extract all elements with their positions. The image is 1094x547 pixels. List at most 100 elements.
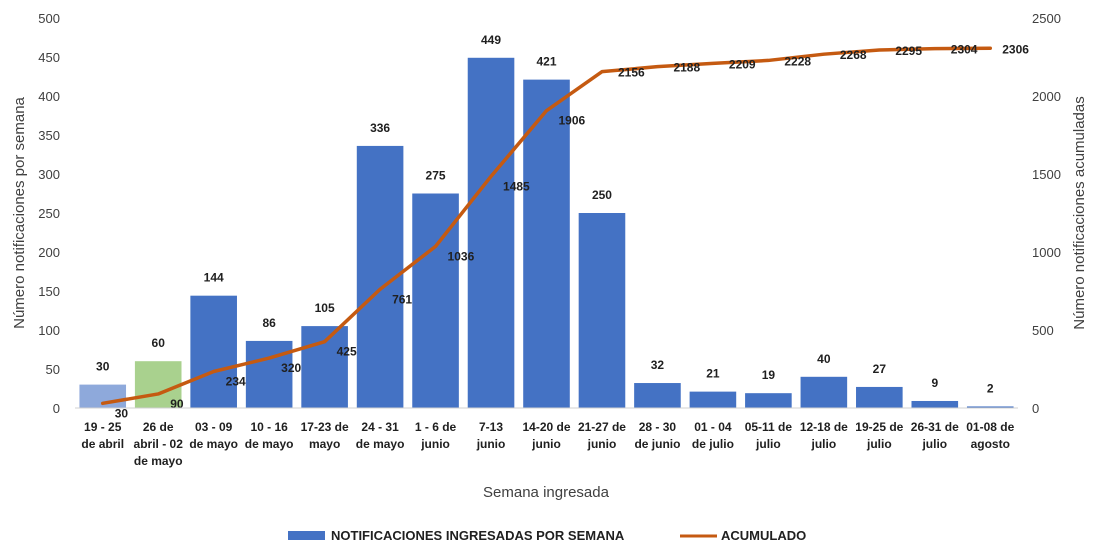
bar-value-label: 32 (651, 358, 665, 372)
line-value-label: 30 (115, 406, 129, 420)
line-value-label: 425 (337, 345, 357, 359)
x-axis-categories: 19 - 25 de abril 26 de abril - 02 de mayo 03 … (81, 420, 1014, 468)
y-right-tick-label: 1500 (1032, 167, 1061, 182)
y-axis-right-ticks: 0 500 1000 1500 2000 2500 (1032, 11, 1061, 416)
bar (911, 400, 959, 408)
bar (689, 391, 737, 408)
y-left-tick-label: 200 (38, 245, 60, 260)
x-category-label: 28 - 30 (639, 420, 677, 434)
line-value-label: 2304 (951, 43, 978, 57)
bar-value-label: 19 (762, 368, 776, 382)
line-value-label: 761 (392, 292, 412, 306)
y-axis-right-title: Número notificaciones acumuladas (1071, 96, 1088, 329)
bar-value-label: 144 (204, 271, 224, 285)
x-category-label: junio (476, 437, 506, 451)
line-series (100, 46, 993, 406)
line-value-label: 234 (226, 374, 246, 388)
bar-value-label: 250 (592, 188, 612, 202)
line-value-label: 90 (170, 397, 184, 411)
y-left-tick-label: 400 (38, 89, 60, 104)
legend: NOTIFICACIONES INGRESADAS POR SEMANA ACU… (288, 528, 806, 543)
cumulative-line (100, 46, 993, 406)
x-category-label: julio (921, 437, 947, 451)
x-category-label: 1 - 6 de (415, 420, 457, 434)
x-category-label: 7-13 (479, 420, 503, 434)
y-right-tick-label: 0 (1032, 401, 1039, 416)
x-category-label: de abril (81, 437, 124, 451)
bar (856, 386, 903, 408)
legend-bar-label: NOTIFICACIONES INGRESADAS POR SEMANA (331, 528, 625, 543)
bar-value-label: 27 (873, 362, 887, 376)
x-category-label: 19-25 de (855, 420, 903, 434)
x-category-label: 17-23 de (301, 420, 349, 434)
bar (134, 361, 182, 408)
y-left-tick-label: 250 (38, 206, 60, 221)
legend-bar-swatch (288, 531, 325, 540)
y-right-tick-label: 2500 (1032, 11, 1061, 26)
x-category-label: julio (866, 437, 892, 451)
bar-data-labels: 30 60 144 86 105 336 275 449 421 250 32 21 19 40 27 9 2 (96, 33, 994, 396)
bar (966, 406, 1014, 408)
x-category-label: 19 - 25 (84, 420, 122, 434)
line-value-label: 2156 (618, 66, 645, 80)
y-left-tick-label: 350 (38, 128, 60, 143)
bar (634, 383, 681, 408)
legend-line-label: ACUMULADO (721, 528, 806, 543)
x-category-label: 01 - 04 (694, 420, 732, 434)
x-category-label: julio (755, 437, 781, 451)
x-category-label: 26 de (143, 420, 174, 434)
bar (523, 79, 570, 409)
x-category-label: junio (587, 437, 617, 451)
y-left-tick-label: 150 (38, 284, 60, 299)
line-value-label: 1485 (503, 179, 530, 193)
bar (190, 295, 237, 408)
bar-value-label: 60 (152, 336, 166, 350)
y-left-tick-label: 300 (38, 167, 60, 182)
line-value-label: 2228 (784, 54, 811, 68)
y-left-tick-label: 500 (38, 11, 60, 26)
x-category-label: 05-11 de (745, 420, 793, 434)
line-value-label: 1036 (448, 249, 475, 263)
bar-value-label: 275 (426, 169, 446, 183)
bar-value-label: 86 (262, 316, 276, 330)
x-category-label: 01-08 de (966, 420, 1014, 434)
x-category-label: julio (811, 437, 837, 451)
x-category-label: de mayo (245, 437, 294, 451)
bar-value-label: 9 (931, 376, 938, 390)
x-category-label: abril - 02 (134, 437, 184, 451)
bar (800, 376, 848, 408)
bar-value-label: 40 (817, 352, 831, 366)
line-value-label: 2295 (895, 44, 922, 58)
bar (301, 326, 348, 408)
bar-value-label: 30 (96, 360, 110, 374)
x-category-label: 03 - 09 (195, 420, 233, 434)
y-axis-left-title: Número notificaciones por semana (11, 96, 28, 328)
bar-value-label: 336 (370, 121, 390, 135)
y-left-tick-label: 450 (38, 50, 60, 65)
x-category-label: 12-18 de (800, 420, 848, 434)
y-axis-left-ticks: 0 50 100 150 200 250 300 350 400 450 500 (38, 11, 60, 416)
line-data-labels: 30 90 234 320 425 761 1036 1485 1906 2156 2188 2209… (115, 42, 1030, 420)
bar-value-label: 2 (987, 381, 994, 395)
line-value-label: 2209 (729, 57, 756, 71)
x-category-label: 10 - 16 (250, 420, 288, 434)
bar-value-label: 421 (536, 55, 556, 69)
x-category-label: junio (531, 437, 561, 451)
bar-value-label: 449 (481, 33, 501, 47)
bar-value-label: 105 (315, 301, 335, 315)
x-category-label: 26-31 de (911, 420, 959, 434)
line-value-label: 2268 (840, 48, 867, 62)
y-left-tick-label: 50 (46, 362, 60, 377)
x-category-label: de mayo (134, 454, 183, 468)
bar-series (79, 57, 1014, 409)
y-left-tick-label: 0 (53, 401, 60, 416)
y-right-tick-label: 2000 (1032, 89, 1061, 104)
x-category-label: de junio (634, 437, 680, 451)
y-left-tick-label: 100 (38, 323, 60, 338)
y-right-tick-label: 500 (1032, 323, 1054, 338)
bar (578, 213, 626, 408)
x-category-label: de julio (692, 437, 734, 451)
bar (745, 393, 792, 408)
x-category-label: 21-27 de (578, 420, 626, 434)
